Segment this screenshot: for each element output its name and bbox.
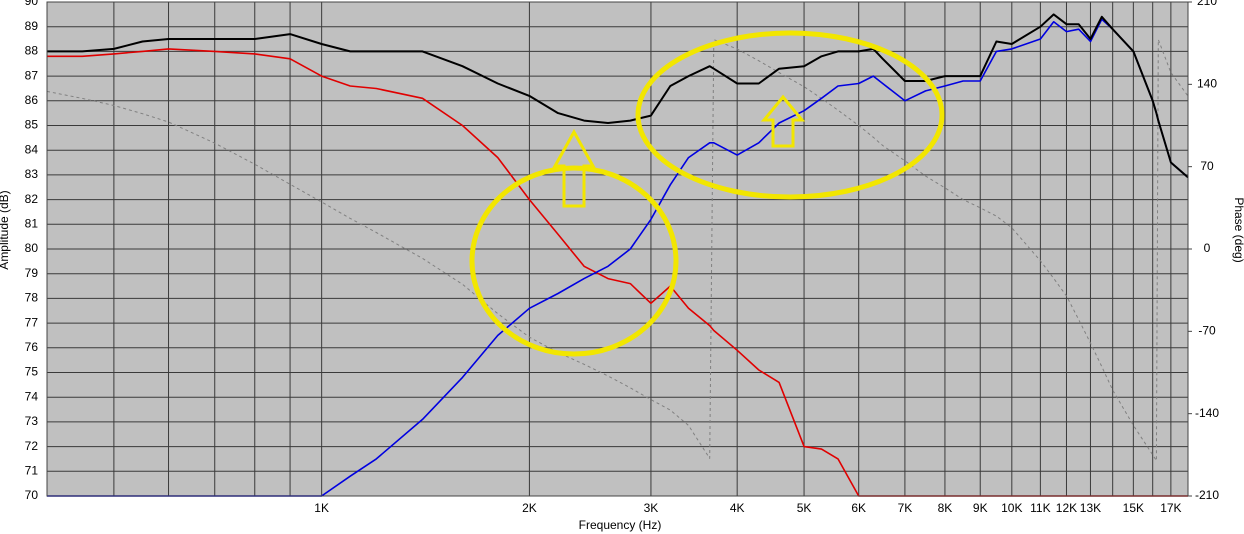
y-tick-label: 86 bbox=[25, 93, 39, 107]
series-line bbox=[47, 13, 1189, 179]
series-line bbox=[46, 39, 1189, 462]
arrow bbox=[760, 94, 806, 148]
y-tick-label: 72 bbox=[25, 439, 39, 453]
y-tick-label: 84 bbox=[25, 142, 39, 156]
x-tick-label: 2K bbox=[522, 501, 537, 515]
y-tick-label: 85 bbox=[25, 118, 39, 132]
y-axis-label: Amplitude (dB) bbox=[0, 190, 11, 269]
grid bbox=[47, 1, 1188, 497]
x-tick-label: 10K bbox=[1001, 501, 1022, 515]
y-tick-label: 75 bbox=[25, 365, 39, 379]
y2-tick-label: -140 bbox=[1195, 406, 1219, 420]
y-tick-label: 70 bbox=[25, 488, 39, 502]
y-tick-label: 74 bbox=[25, 389, 39, 403]
y2-axis-label: Phase (deg) bbox=[1232, 197, 1244, 262]
x-tick-label: 6K bbox=[851, 501, 866, 515]
y2-tick-label: 70 bbox=[1200, 159, 1214, 173]
x-tick-label: 9K bbox=[973, 501, 988, 515]
y-tick-label: 79 bbox=[25, 266, 39, 280]
y-tick-label: 81 bbox=[25, 216, 39, 230]
y2-tick-label: 210 bbox=[1197, 0, 1217, 8]
y2-tick-label: 140 bbox=[1197, 77, 1217, 91]
y-tick-label: 78 bbox=[25, 291, 39, 305]
y-tick-label: 88 bbox=[25, 44, 39, 58]
x-tick-label: 13K bbox=[1080, 501, 1101, 515]
annotations bbox=[469, 30, 945, 357]
x-tick-label: 17K bbox=[1160, 501, 1181, 515]
x-tick-label: 4K bbox=[730, 501, 745, 515]
y-tick-label: 80 bbox=[25, 241, 39, 255]
series-line bbox=[47, 18, 1189, 497]
y-tick-label: 82 bbox=[25, 192, 39, 206]
x-tick-label: 11K bbox=[1030, 501, 1050, 515]
y2-tick-label: 0 bbox=[1204, 241, 1211, 255]
x-tick-label: 5K bbox=[797, 501, 812, 515]
y-tick-label: 77 bbox=[25, 315, 39, 329]
highlight-ellipse bbox=[635, 30, 945, 200]
x-tick-label: 8K bbox=[938, 501, 953, 515]
y-tick-label: 87 bbox=[25, 68, 39, 82]
x-tick-label: 1K bbox=[314, 501, 329, 515]
x-tick-label: 15K bbox=[1123, 501, 1144, 515]
y-tick-label: 89 bbox=[25, 19, 39, 33]
y-tick-label: 73 bbox=[25, 414, 39, 428]
x-tick-label: 3K bbox=[644, 501, 659, 515]
y2-tick-label: -210 bbox=[1195, 488, 1219, 502]
x-tick-label: 7K bbox=[898, 501, 913, 515]
y-tick-label: 71 bbox=[25, 463, 39, 477]
arrow bbox=[552, 128, 596, 208]
y-tick-label: 83 bbox=[25, 167, 39, 181]
x-axis-label: Frequency (Hz) bbox=[579, 518, 662, 532]
highlight-ellipse bbox=[469, 165, 679, 357]
y-tick-label: 76 bbox=[25, 340, 39, 354]
x-tick-label: 12K bbox=[1056, 501, 1077, 515]
y-tick-label: 90 bbox=[25, 0, 39, 8]
y2-tick-label: -70 bbox=[1198, 324, 1216, 338]
